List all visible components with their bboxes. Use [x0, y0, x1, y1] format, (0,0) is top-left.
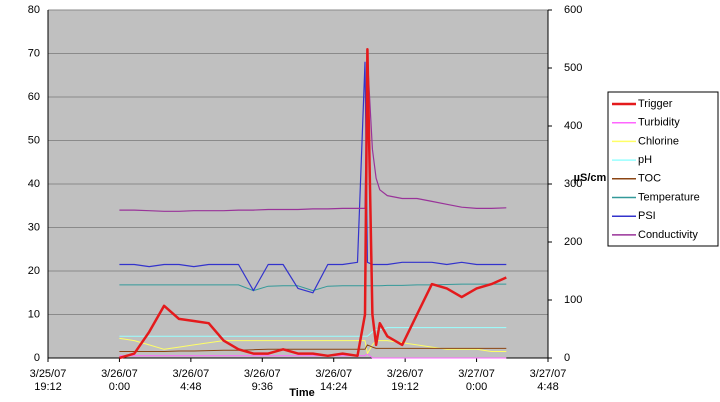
- legend-label: TOC: [638, 173, 661, 185]
- legend-label: Conductivity: [638, 229, 698, 241]
- y-tick-label: 10: [28, 308, 40, 320]
- series-line: [119, 55, 507, 212]
- y2-tick-label: 100: [564, 294, 582, 306]
- y-tick-label: 60: [28, 91, 40, 103]
- legend: [607, 91, 719, 247]
- legend-label: Chlorine: [638, 135, 679, 147]
- x-tick-label: 3/26/07 4:48: [173, 368, 210, 393]
- y2-axis-label: µS/cm: [574, 172, 607, 184]
- y2-tick-label: 400: [564, 120, 582, 132]
- x-tick-label: 3/26/07 19:12: [387, 368, 424, 393]
- y-tick-label: 70: [28, 47, 40, 59]
- series-line: [119, 327, 507, 337]
- series-line: [119, 344, 507, 352]
- series-line: [119, 337, 507, 355]
- y2-tick-label: 500: [564, 62, 582, 74]
- x-tick-label: 3/27/07 0:00: [458, 368, 495, 393]
- x-tick-label: 3/26/07 0:00: [101, 368, 138, 393]
- x-axis-label: Time: [289, 387, 314, 399]
- series-line: [119, 61, 507, 294]
- y-tick-label: 20: [28, 265, 40, 277]
- legend-label: Temperature: [638, 191, 700, 203]
- y2-tick-label: 0: [564, 352, 570, 364]
- y-tick-label: 80: [28, 4, 40, 16]
- legend-label: pH: [638, 154, 652, 166]
- legend-label: PSI: [638, 210, 656, 222]
- y-tick-label: 30: [28, 221, 40, 233]
- y-tick-label: 40: [28, 178, 40, 190]
- x-tick-label: 3/26/07 9:36: [244, 368, 281, 393]
- x-tick-label: 3/26/07 14:24: [315, 368, 352, 393]
- series-line: [119, 47, 507, 360]
- y2-tick-label: 300: [564, 178, 582, 190]
- y-tick-label: 0: [34, 352, 40, 364]
- x-tick-label: 3/25/07 19:12: [30, 368, 67, 393]
- series-line: [119, 353, 507, 359]
- y-tick-label: 50: [28, 134, 40, 146]
- x-tick-label: 3/27/07 4:48: [530, 368, 567, 393]
- legend-label: Turbidity: [638, 117, 680, 129]
- legend-label: Trigger: [638, 98, 673, 110]
- y2-tick-label: 200: [564, 236, 582, 248]
- y2-tick-label: 600: [564, 4, 582, 16]
